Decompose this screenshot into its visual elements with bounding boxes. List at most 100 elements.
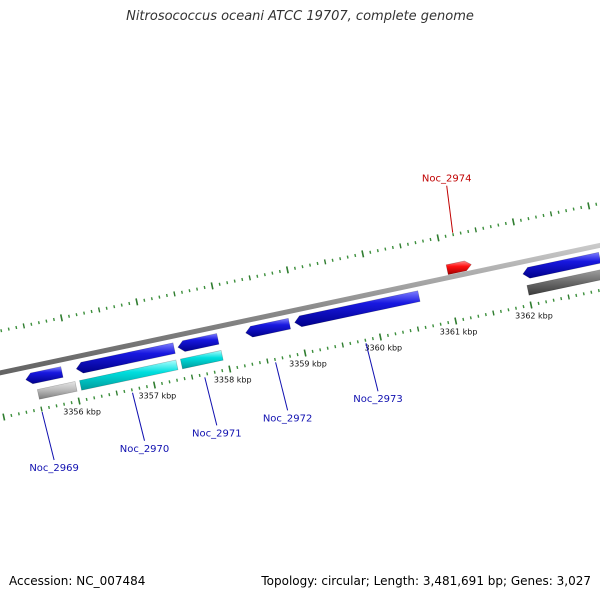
map-title: Nitrosococcus oceani ATCC 19707, complet… — [126, 9, 474, 24]
inner-ring-tick — [213, 370, 216, 374]
inner-ring-tick — [17, 412, 20, 416]
outer-ring-tick — [414, 241, 417, 245]
tick-label: 3356 kbp — [63, 408, 101, 417]
gene-label-leader-line — [132, 392, 145, 441]
cds-feature-arrow[interactable] — [245, 317, 291, 338]
inner-ring-tick — [447, 321, 450, 325]
gene-label[interactable]: Noc_2969 — [29, 463, 79, 474]
inner-ring-tick — [176, 378, 179, 382]
gene-label[interactable]: Noc_2970 — [120, 444, 170, 455]
cds-feature-arrow[interactable] — [25, 366, 64, 385]
inner-ring-tick — [492, 310, 495, 316]
outer-ring-tick — [52, 317, 55, 322]
outer-ring-tick — [278, 269, 281, 274]
highlighted-cds-feature[interactable] — [180, 350, 224, 370]
outer-ring-tick — [256, 274, 259, 278]
inner-ring-tick — [296, 353, 299, 357]
outer-ring-tick — [45, 319, 48, 323]
outer-ring-tick — [497, 223, 500, 227]
backbone-group — [0, 242, 600, 376]
inner-ring-tick — [371, 337, 374, 341]
outer-ring-tick — [422, 239, 425, 243]
cds-feature-arrow[interactable] — [294, 290, 421, 328]
inner-ring-tick — [507, 308, 510, 312]
inner-ring-tick — [537, 301, 540, 306]
inner-ring-tick — [160, 381, 163, 386]
feature-group — [25, 251, 600, 400]
outer-ring-tick — [22, 323, 26, 329]
inner-ring-tick — [2, 413, 6, 421]
inner-ring-tick — [469, 316, 472, 320]
outer-ring-tick — [354, 253, 357, 258]
inner-ring-tick — [93, 396, 96, 400]
inner-ring-tick — [206, 372, 209, 376]
inner-ring-tick — [145, 385, 148, 389]
outer-ring-tick — [316, 261, 319, 266]
gene-label[interactable]: Noc_2973 — [353, 394, 403, 405]
outer-ring-tick — [120, 303, 123, 307]
outer-ring-tick — [150, 297, 153, 301]
inner-ring-tick — [364, 338, 367, 342]
outer-ring-tick — [580, 205, 583, 210]
outer-ring-tick — [263, 273, 266, 277]
outer-ring-tick — [406, 242, 409, 246]
inner-ring-tick — [590, 290, 593, 294]
gene-label[interactable]: Noc_2971 — [192, 428, 242, 439]
cds-feature-arrow[interactable] — [75, 342, 176, 374]
gene-label-leader-line — [204, 377, 218, 426]
inner-ring-tick — [243, 364, 246, 368]
inner-ring-tick — [281, 356, 284, 360]
inner-ring-tick — [409, 329, 412, 333]
inner-ring-tick — [560, 296, 563, 301]
outer-ring-tick — [557, 210, 560, 214]
selected-cds-feature-arrow[interactable] — [445, 260, 472, 275]
inner-ring-tick — [303, 349, 307, 357]
inner-ring-tick — [334, 345, 337, 349]
outer-ring-tick — [323, 259, 327, 265]
inner-ring-tick — [499, 309, 502, 314]
gene-label-leader-line — [446, 185, 454, 233]
inner-ring-tick — [115, 390, 119, 396]
inner-ring-tick — [386, 333, 389, 338]
outer-ring-tick — [59, 314, 63, 322]
tick-label: 3362 kbp — [515, 312, 553, 321]
outer-ring-tick — [113, 305, 116, 309]
outer-ring-tick — [75, 313, 78, 317]
inner-ring-tick — [221, 369, 224, 373]
outer-ring-tick — [158, 295, 161, 299]
outer-ring-tick — [188, 289, 191, 293]
inner-ring-tick — [130, 388, 133, 392]
outer-ring-tick — [37, 321, 40, 325]
inner-ring-tick — [597, 288, 600, 293]
outer-ring-tick — [90, 309, 93, 314]
inner-ring-tick — [138, 386, 141, 390]
outer-ring-tick — [429, 237, 432, 242]
inner-ring-tick — [85, 397, 88, 402]
outer-ring-tick — [534, 215, 537, 219]
inner-ring-tick — [349, 341, 352, 346]
genome-backbone — [0, 242, 600, 376]
tick-label: 3360 kbp — [364, 344, 402, 353]
inner-ring-tick — [416, 326, 420, 332]
inner-ring-tick — [319, 348, 322, 352]
outer-ring-tick — [399, 243, 402, 249]
highlighted-cds-feature[interactable] — [79, 359, 179, 391]
outer-ring-tick — [83, 311, 86, 315]
outer-ring-tick — [233, 279, 236, 283]
gene-label[interactable]: Noc_2972 — [263, 413, 313, 424]
gray-feature-bar[interactable] — [36, 381, 78, 400]
outer-ring-tick — [549, 211, 553, 217]
dark-feature-bar[interactable] — [526, 269, 600, 296]
inner-ring-tick — [545, 300, 548, 304]
outer-ring-tick — [7, 327, 10, 331]
outer-ring-tick — [218, 282, 221, 286]
gene-label[interactable]: Noc_2974 — [422, 174, 472, 185]
outer-ring-tick — [135, 298, 139, 306]
outer-ring-tick — [595, 202, 598, 206]
outer-ring-tick — [459, 231, 462, 235]
tick-label-group: 3356 kbp 3357 kbp 3358 kbp 3359 kbp 3360 kbp… — [63, 312, 553, 417]
inner-ring-tick — [289, 354, 292, 358]
inner-ring-tick — [378, 333, 382, 341]
cds-feature-arrow[interactable] — [177, 333, 220, 352]
